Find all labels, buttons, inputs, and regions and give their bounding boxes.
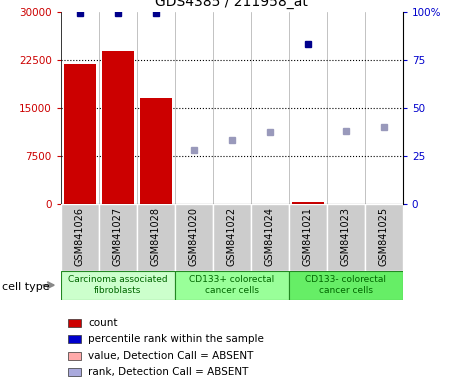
Text: count: count bbox=[88, 318, 117, 328]
Bar bbox=[68, 319, 81, 327]
Bar bbox=[99, 204, 137, 271]
Text: CD133+ colorectal
cancer cells: CD133+ colorectal cancer cells bbox=[189, 275, 274, 295]
Bar bbox=[137, 204, 175, 271]
Text: GSM841020: GSM841020 bbox=[189, 207, 199, 266]
Bar bbox=[61, 271, 175, 300]
Bar bbox=[292, 202, 324, 204]
Text: GSM841023: GSM841023 bbox=[341, 207, 351, 266]
Text: cell type: cell type bbox=[2, 281, 50, 291]
Bar bbox=[213, 204, 251, 271]
Bar bbox=[102, 51, 134, 204]
Text: GSM841024: GSM841024 bbox=[265, 207, 275, 266]
Text: GSM841025: GSM841025 bbox=[379, 207, 389, 266]
Text: GSM841028: GSM841028 bbox=[151, 207, 161, 266]
Bar bbox=[327, 204, 365, 271]
Bar bbox=[63, 64, 96, 204]
Text: GSM841022: GSM841022 bbox=[227, 207, 237, 266]
Bar bbox=[251, 204, 289, 271]
Text: value, Detection Call = ABSENT: value, Detection Call = ABSENT bbox=[88, 351, 253, 361]
Bar bbox=[289, 204, 327, 271]
Bar bbox=[68, 368, 81, 376]
Bar bbox=[61, 204, 99, 271]
Text: Carcinoma associated
fibroblasts: Carcinoma associated fibroblasts bbox=[68, 275, 167, 295]
Text: GSM841026: GSM841026 bbox=[75, 207, 85, 266]
Text: GSM841021: GSM841021 bbox=[303, 207, 313, 266]
Bar bbox=[365, 204, 403, 271]
Title: GDS4385 / 211958_at: GDS4385 / 211958_at bbox=[155, 0, 308, 9]
Text: percentile rank within the sample: percentile rank within the sample bbox=[88, 334, 264, 344]
Bar bbox=[175, 271, 289, 300]
Bar bbox=[289, 271, 403, 300]
Text: rank, Detection Call = ABSENT: rank, Detection Call = ABSENT bbox=[88, 367, 248, 377]
Bar bbox=[140, 98, 172, 204]
Bar bbox=[68, 336, 81, 343]
Text: CD133- colorectal
cancer cells: CD133- colorectal cancer cells bbox=[305, 275, 386, 295]
Bar bbox=[68, 352, 81, 359]
Text: GSM841027: GSM841027 bbox=[113, 207, 123, 266]
Bar bbox=[175, 204, 213, 271]
